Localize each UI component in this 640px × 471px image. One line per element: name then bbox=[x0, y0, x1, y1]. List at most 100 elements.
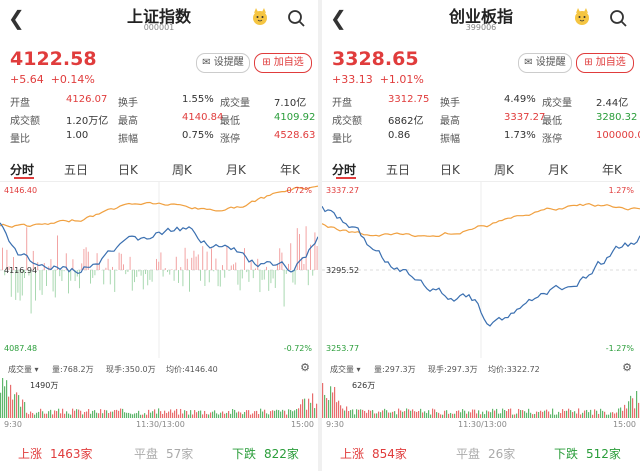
search-icon[interactable] bbox=[608, 8, 628, 28]
volume-bar bbox=[420, 408, 422, 418]
stat-label: 成交额 bbox=[10, 116, 40, 127]
volume-bar bbox=[412, 409, 414, 418]
volume-bar bbox=[416, 411, 418, 418]
stat-label: 量比 bbox=[332, 134, 352, 145]
stat-label: 换手 bbox=[440, 98, 460, 109]
tab-4[interactable]: 月K bbox=[226, 163, 246, 177]
volume-bar bbox=[518, 408, 520, 418]
back-arrow-icon[interactable]: ❮ bbox=[330, 6, 347, 30]
stat-value: 1.55% bbox=[182, 94, 214, 105]
breadth-bar bbox=[140, 270, 142, 276]
stat-value: 4528.63 bbox=[274, 130, 316, 141]
volume-bar bbox=[294, 410, 296, 418]
volume-bar bbox=[344, 410, 346, 418]
volume-bar bbox=[598, 413, 600, 418]
breadth-bar bbox=[244, 248, 245, 270]
volume-bar bbox=[204, 410, 206, 418]
volume-bar bbox=[174, 410, 176, 418]
back-arrow-icon[interactable]: ❮ bbox=[8, 6, 25, 30]
volume-bar bbox=[230, 413, 232, 418]
volume-bar bbox=[388, 412, 390, 418]
volume-bar bbox=[168, 411, 170, 418]
breadth-bar bbox=[158, 261, 160, 270]
tab-0[interactable]: 分时 bbox=[332, 163, 357, 177]
breadth-bar bbox=[261, 270, 263, 280]
breadth-bar bbox=[178, 270, 179, 283]
volume-bar bbox=[146, 414, 148, 418]
volume-bar bbox=[4, 386, 6, 418]
volume-bar bbox=[500, 413, 502, 418]
current-price: 4122.58 bbox=[10, 48, 97, 70]
tab-4[interactable]: 月K bbox=[548, 163, 568, 177]
volume-bar bbox=[224, 413, 226, 418]
index-panel-sse: ❮ 上证指数 000001 4122.58 +5.64 +0.14% ✉ 设提醒… bbox=[0, 0, 318, 471]
breadth-bar bbox=[277, 264, 278, 270]
volume-bar bbox=[334, 386, 336, 418]
volume-bar bbox=[198, 410, 200, 418]
breadth-bar bbox=[15, 270, 17, 300]
breadth-bar bbox=[103, 270, 105, 285]
stat-label: 最低 bbox=[542, 116, 562, 127]
tab-5[interactable]: 年K bbox=[280, 163, 300, 177]
breadth-bar bbox=[259, 270, 261, 293]
breadth-bar bbox=[10, 270, 12, 297]
add-watchlist-button[interactable]: ⊞ 加自选 bbox=[254, 53, 312, 73]
y-mid-label: 4116.94 bbox=[4, 266, 38, 275]
volume-bar bbox=[272, 410, 274, 418]
volume-bar bbox=[226, 412, 228, 418]
volume-bar bbox=[64, 413, 66, 418]
breadth-bar bbox=[162, 270, 164, 277]
search-icon[interactable] bbox=[286, 8, 306, 28]
volume-bar bbox=[638, 402, 640, 418]
pct-top-label: 1.27% bbox=[608, 186, 634, 195]
breadth-bar bbox=[235, 262, 237, 270]
volume-bar bbox=[50, 409, 52, 418]
volume-bar bbox=[314, 408, 316, 418]
volume-bar bbox=[534, 414, 536, 418]
add-watchlist-button[interactable]: ⊞ 加自选 bbox=[576, 53, 634, 73]
settings-icon[interactable]: ⚙ bbox=[622, 361, 632, 374]
breadth-bar bbox=[52, 270, 54, 292]
volume-bar bbox=[600, 408, 602, 418]
stat-label: 涨停 bbox=[220, 134, 240, 145]
volume-bar bbox=[578, 408, 580, 418]
stat-label: 最低 bbox=[220, 116, 240, 127]
tab-2[interactable]: 日K bbox=[118, 163, 138, 177]
volume-bar bbox=[328, 400, 330, 418]
breadth-bar bbox=[296, 228, 298, 270]
set-reminder-button[interactable]: ✉ 设提醒 bbox=[518, 53, 572, 73]
tab-1[interactable]: 五日 bbox=[386, 163, 411, 177]
settings-icon[interactable]: ⚙ bbox=[300, 361, 310, 374]
breadth-bar bbox=[292, 270, 294, 283]
volume-bar bbox=[560, 413, 562, 418]
stat-label: 最高 bbox=[118, 116, 138, 127]
volume-bar bbox=[396, 414, 398, 418]
volume-bar bbox=[164, 410, 166, 418]
volume-bar bbox=[220, 412, 222, 418]
mascot-icon[interactable] bbox=[572, 8, 592, 26]
volume-bar bbox=[530, 412, 532, 418]
tab-5[interactable]: 年K bbox=[602, 163, 622, 177]
tab-2[interactable]: 日K bbox=[440, 163, 460, 177]
volume-bar bbox=[130, 413, 132, 418]
tab-3[interactable]: 周K bbox=[172, 163, 192, 177]
breadth-bar bbox=[186, 258, 188, 270]
volume-bar bbox=[110, 411, 112, 418]
tab-0[interactable]: 分时 bbox=[10, 163, 35, 177]
volume-bar bbox=[118, 410, 120, 418]
breadth-bar bbox=[237, 270, 239, 285]
set-reminder-button[interactable]: ✉ 设提醒 bbox=[196, 53, 250, 73]
stats-row: 量比 1.00 振幅 0.75% 涨停 4528.63 bbox=[10, 130, 315, 146]
volume-bar bbox=[150, 412, 152, 418]
volume-bar bbox=[532, 414, 534, 418]
breadth-bar bbox=[217, 270, 219, 287]
volume-bar bbox=[152, 411, 154, 418]
tab-3[interactable]: 周K bbox=[494, 163, 514, 177]
volume-bar bbox=[604, 411, 606, 418]
tab-1[interactable]: 五日 bbox=[64, 163, 89, 177]
market-breadth: 上涨 1463家 平盘 57家 下跌 822家 bbox=[18, 447, 299, 461]
mascot-icon[interactable] bbox=[250, 8, 270, 26]
average-price-line bbox=[0, 185, 318, 228]
breadth-bar bbox=[13, 257, 14, 270]
volume-bar bbox=[258, 414, 260, 418]
